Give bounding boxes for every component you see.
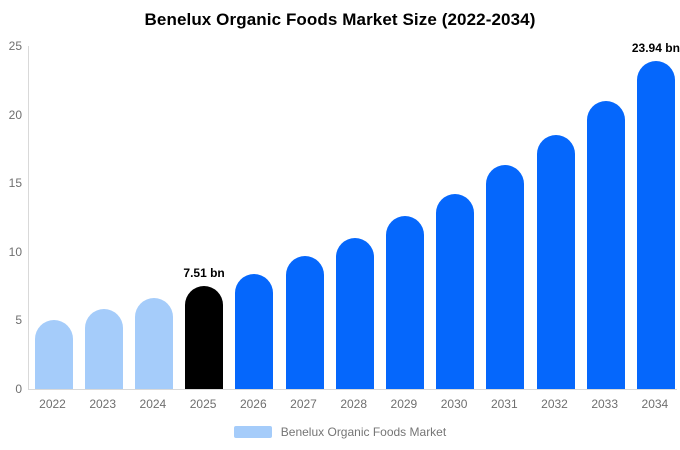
- x-axis-label-2023: 2023: [89, 397, 117, 411]
- bar-2033[interactable]: [586, 100, 625, 389]
- chart-title: Benelux Organic Foods Market Size (2022-…: [144, 10, 536, 29]
- x-axis-label-2022: 2022: [39, 397, 66, 411]
- x-axis-label-2029: 2029: [390, 397, 418, 411]
- plot-area: 7.51 bn 23.94 bn: [28, 41, 680, 390]
- x-axis-label-2026: 2026: [239, 397, 267, 411]
- data-label-2025: 7.51 bn: [183, 265, 225, 280]
- legend[interactable]: Benelux Organic Foods Market: [0, 425, 680, 439]
- x-axis-label-2034: 2034: [641, 397, 669, 411]
- x-axis-label-2031: 2031: [490, 397, 518, 411]
- x-axis-label-2024: 2024: [139, 397, 167, 411]
- bar-2022[interactable]: [34, 320, 73, 389]
- bar-2029[interactable]: [385, 216, 424, 389]
- x-axis-label-2030: 2030: [440, 397, 468, 411]
- x-axis-label-2027: 2027: [290, 397, 317, 411]
- x-axis-label-2033: 2033: [591, 397, 619, 411]
- x-axis-label-2028: 2028: [340, 397, 368, 411]
- y-axis-tick-label-20: 20: [8, 107, 22, 122]
- bar-2031[interactable]: [486, 165, 525, 389]
- x-axis-label-2032: 2032: [541, 397, 568, 411]
- bar-2025[interactable]: [185, 285, 224, 389]
- y-axis-tick-label-10: 10: [8, 244, 22, 259]
- bar-2032[interactable]: [536, 135, 575, 389]
- bar-2028[interactable]: [335, 238, 374, 389]
- legend-swatch-icon: [233, 426, 272, 438]
- legend-label: Benelux Organic Foods Market: [280, 425, 447, 439]
- y-axis-tick-label-25: 25: [8, 39, 22, 53]
- bar-2024[interactable]: [134, 298, 173, 389]
- y-axis-tick-label-15: 15: [8, 176, 22, 191]
- bar-2026[interactable]: [235, 273, 274, 389]
- y-axis-tick-label-5: 5: [15, 313, 22, 328]
- bar-2023[interactable]: [84, 309, 123, 389]
- bar-2030[interactable]: [436, 194, 475, 389]
- bar-2027[interactable]: [285, 255, 324, 389]
- bar-2034[interactable]: [636, 60, 675, 389]
- x-axis-label-2025: 2025: [189, 397, 217, 411]
- y-axis-tick-label-0: 0: [15, 382, 22, 396]
- data-label-2034: 23.94 bn: [631, 40, 680, 55]
